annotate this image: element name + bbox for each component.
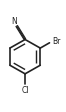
- Text: Cl: Cl: [21, 86, 29, 95]
- Text: N: N: [12, 17, 17, 26]
- Text: Br: Br: [52, 37, 61, 46]
